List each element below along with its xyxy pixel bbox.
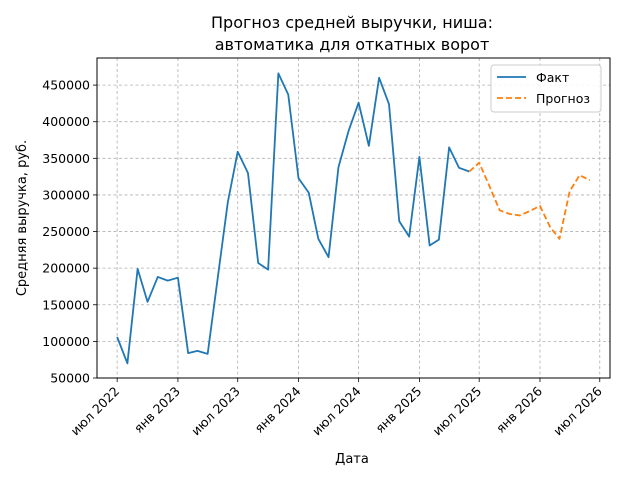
series-lines — [116, 72, 591, 365]
chart-title-line-1: Прогноз средней выручки, ниша: — [211, 13, 493, 32]
plot-area-frame — [96, 57, 611, 379]
y-tick-label: 150000 — [42, 297, 90, 312]
series-line-forecast — [468, 161, 591, 240]
y-tick-label: 300000 — [42, 187, 90, 202]
y-axis-ticks: 50000 100000 150000 200000 250000 300000 35000… — [42, 78, 97, 386]
y-tick-label: 450000 — [42, 78, 90, 93]
y-tick-label: 400000 — [42, 114, 90, 129]
y-tick-label: 200000 — [42, 261, 90, 276]
y-axis-label: Средняя выручка, руб. — [15, 140, 30, 296]
x-axis-label: Дата — [335, 452, 369, 467]
y-tick-label: 250000 — [42, 224, 90, 239]
legend: Факт Прогноз — [490, 64, 602, 113]
y-tick-label: 50000 — [50, 371, 90, 386]
y-tick-label: 350000 — [42, 151, 90, 166]
legend-label-forecast: Прогноз — [536, 91, 590, 106]
legend-label-fact: Факт — [536, 70, 569, 85]
chart-title-line-2: автоматика для откатных ворот — [215, 35, 490, 54]
y-tick-label: 100000 — [42, 334, 90, 349]
series-line-fact — [116, 72, 470, 365]
